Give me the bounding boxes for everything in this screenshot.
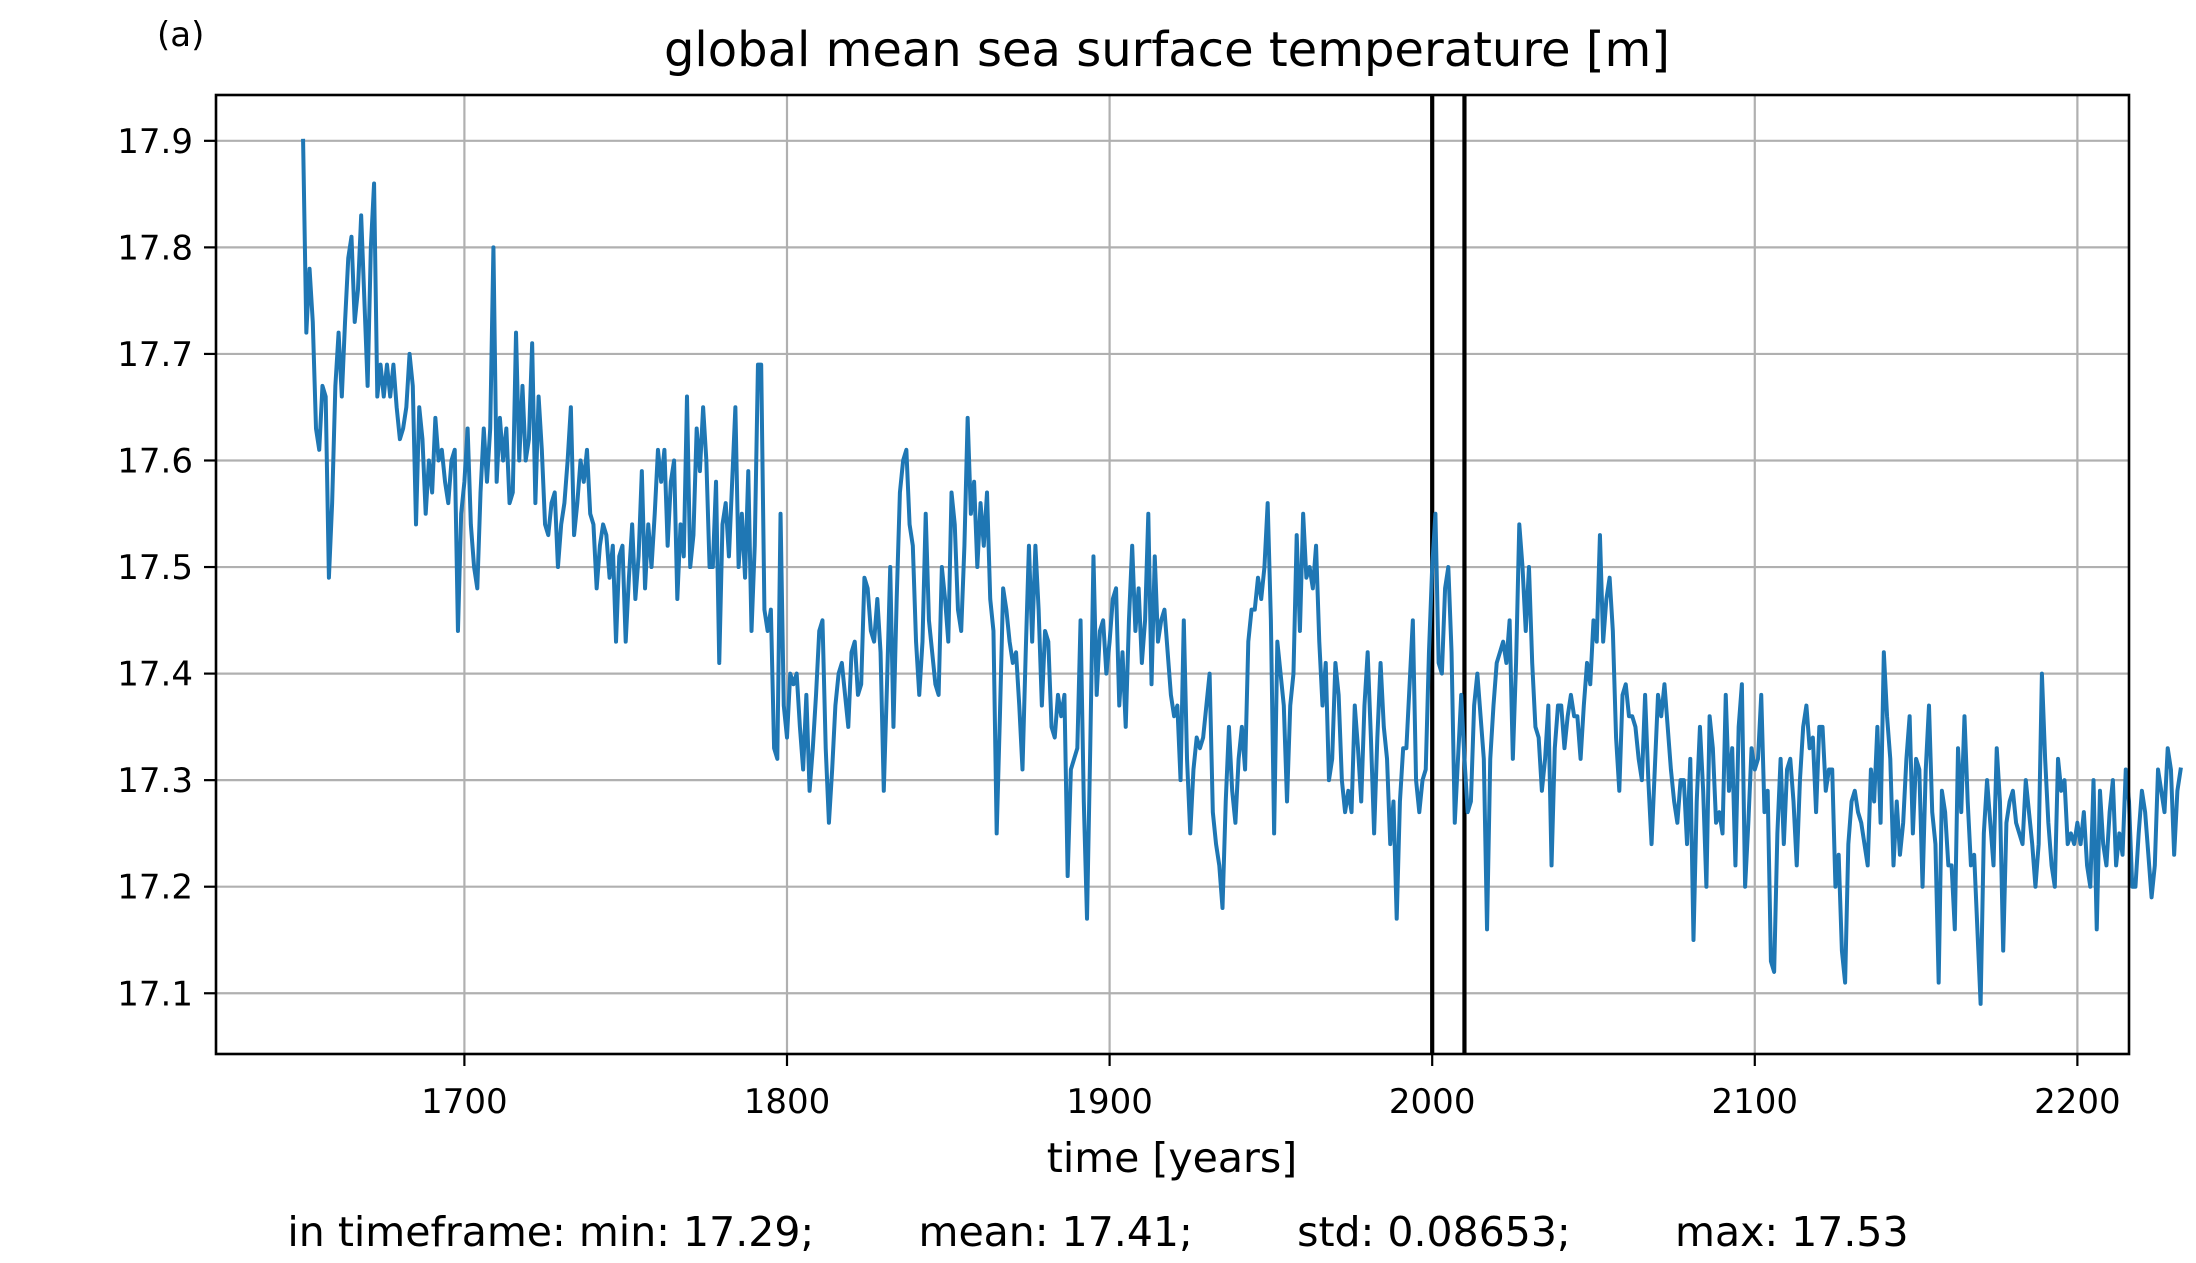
y-tick-label: 17.2: [117, 868, 193, 908]
stat-min: in timeframe: min: 17.29;: [287, 1208, 815, 1256]
timeframe-stats: in timeframe: min: 17.29; mean: 17.41; s…: [0, 1208, 2196, 1256]
stat-std: std: 0.08653;: [1297, 1208, 1571, 1256]
series-layer: [301, 138, 2183, 1006]
y-axis-ticks: 17.1 17.2 17.3 17.4 17.5 17.6 17.7 17.8 17.9: [117, 122, 216, 1014]
y-tick-label: 17.7: [117, 335, 193, 375]
x-tick-label: 1800: [744, 1082, 831, 1122]
y-tick-label: 17.5: [117, 548, 193, 588]
x-axis-label: time [years]: [1047, 1134, 1297, 1182]
x-tick-label: 2000: [1389, 1082, 1476, 1122]
stat-mean: mean: 17.41;: [918, 1208, 1193, 1256]
stat-max: max: 17.53: [1675, 1208, 1909, 1256]
chart-title: global mean sea surface temperature [m]: [664, 22, 1670, 78]
x-tick-label: 2200: [2034, 1082, 2121, 1122]
x-tick-label: 2100: [1712, 1082, 1799, 1122]
x-tick-label: 1700: [421, 1082, 508, 1122]
y-tick-label: 17.8: [117, 228, 193, 268]
plot-frame: [214, 93, 2131, 1056]
series-line: [301, 138, 2183, 1006]
y-tick-label: 17.3: [117, 761, 193, 801]
panel-label: (a): [157, 15, 204, 55]
y-tick-label: 17.4: [117, 655, 193, 695]
x-tick-label: 1900: [1066, 1082, 1153, 1122]
y-tick-label: 17.1: [117, 974, 193, 1014]
y-tick-label: 17.9: [117, 122, 193, 162]
x-axis-ticks: 1700 1800 1900 2000 2100 2200: [421, 1054, 2121, 1122]
y-tick-label: 17.6: [117, 441, 193, 481]
